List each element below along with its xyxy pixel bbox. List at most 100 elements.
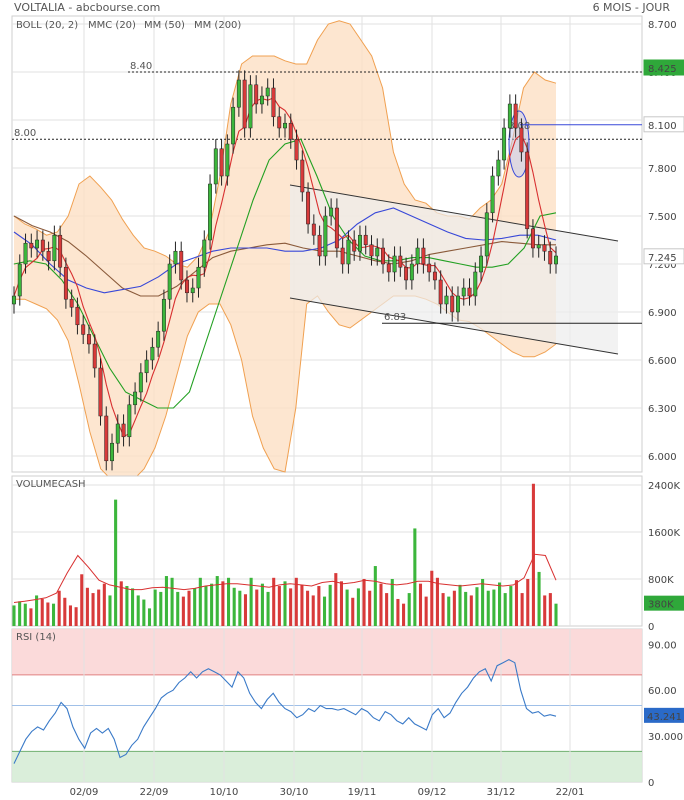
- candle: [283, 122, 287, 129]
- volume-ma-line: [13, 553, 557, 603]
- rsi-oversold-zone: [12, 751, 642, 782]
- candle: [92, 343, 97, 369]
- mmc20-line: [13, 138, 557, 409]
- volume-bar: [193, 588, 197, 626]
- candle: [473, 271, 478, 297]
- candle: [444, 295, 449, 305]
- candle: [242, 79, 247, 129]
- candle: [161, 298, 166, 332]
- x-axis: 02/09 22/09 10/10 30/10 19/11 09/12 31/12 22/01: [70, 787, 585, 798]
- volume-bar: [176, 591, 180, 626]
- volume-bar: [537, 571, 541, 626]
- volume-content: VOLUMECASH: [12, 479, 558, 626]
- candle: [484, 212, 489, 257]
- candle: [323, 215, 328, 257]
- volume-bar: [458, 584, 462, 626]
- volume-bar: [23, 603, 27, 626]
- volume-bar: [486, 590, 490, 626]
- volume-bar: [255, 589, 259, 626]
- candle: [208, 183, 213, 241]
- volume-bar: [147, 608, 152, 626]
- chart-title: VOLTALIA - abcbourse.com: [14, 1, 160, 14]
- volume-bar: [221, 581, 225, 626]
- x-tick-label: 30/10: [280, 787, 309, 798]
- volume-bar: [260, 583, 264, 626]
- legend-item: MM (200): [194, 20, 241, 31]
- y-tick-label: 8.700: [648, 20, 677, 31]
- volume-bar: [452, 590, 456, 626]
- volume-bar: [119, 581, 123, 626]
- candle: [375, 247, 380, 257]
- candle: [231, 106, 236, 145]
- candle: [363, 234, 368, 246]
- volume-y-axis: 2400K 1600K 800K 0 380K: [644, 481, 684, 633]
- y-tick-label: 6.300: [648, 404, 677, 415]
- rsi-overbought-zone: [12, 629, 642, 675]
- candle: [421, 247, 426, 265]
- candle: [340, 247, 345, 265]
- y-tick-label: 30.000: [648, 732, 683, 743]
- candle: [110, 442, 114, 462]
- candle: [98, 367, 103, 417]
- legend-item: BOLL (20, 2): [16, 20, 78, 31]
- volume-bar: [548, 593, 552, 626]
- candle: [167, 263, 172, 300]
- candle: [213, 148, 218, 185]
- candle: [17, 263, 22, 297]
- volume-bar: [51, 603, 56, 626]
- volume-bar: [243, 594, 248, 626]
- candle: [519, 127, 524, 153]
- rsi-content: RSI (14): [12, 629, 642, 782]
- volume-bar: [339, 581, 343, 626]
- volume-bar: [514, 580, 519, 626]
- candle: [386, 263, 391, 273]
- volume-bar: [345, 589, 349, 626]
- x-tick-label: 22/01: [556, 787, 585, 798]
- candle: [409, 263, 414, 281]
- candle: [265, 87, 270, 97]
- volume-panel: VOLUMECASH 2400K 1600K 800K 0 380K: [11, 475, 684, 633]
- price-tag: [643, 59, 684, 76]
- candle: [254, 84, 259, 105]
- candle: [311, 223, 316, 236]
- volume-bar: [481, 578, 485, 626]
- channel-bottom-line: [289, 297, 619, 355]
- short-ma-line: [13, 97, 557, 437]
- volume-bar: [402, 603, 406, 626]
- candle: [156, 330, 161, 348]
- volume-bar: [492, 589, 496, 626]
- volume-bar: [289, 588, 293, 626]
- y-tick-label: 2400K: [648, 481, 680, 492]
- y-tick-label: 1600K: [648, 528, 680, 539]
- volume-bar: [396, 598, 400, 626]
- volume-bar: [379, 583, 383, 626]
- volume-bar: [159, 591, 163, 626]
- volume-bar: [294, 577, 298, 626]
- volume-bar: [74, 607, 78, 626]
- legend-item: MMC (20): [88, 20, 136, 31]
- rsi-tag-label: 43.241: [647, 712, 682, 723]
- candle: [133, 391, 138, 406]
- candle: [456, 295, 460, 313]
- candle: [23, 242, 28, 265]
- volume-bar: [322, 596, 327, 626]
- candle: [479, 255, 484, 273]
- candle: [467, 287, 472, 297]
- y-tick-label: 800K: [648, 575, 674, 586]
- volume-bar: [108, 595, 112, 626]
- candle: [352, 239, 357, 252]
- candle: [259, 95, 264, 105]
- candle: [461, 287, 466, 297]
- candle: [381, 247, 385, 265]
- candle: [121, 423, 126, 438]
- y-tick-label: 6.600: [648, 356, 677, 367]
- volume-bar: [80, 574, 84, 626]
- candle: [392, 255, 397, 273]
- volume-bar: [430, 570, 434, 626]
- candle: [542, 244, 547, 252]
- level-label: 8.00: [14, 128, 36, 139]
- candle: [69, 298, 74, 308]
- y-tick-label: 0: [648, 778, 654, 789]
- price-tag-label: 7.245: [648, 253, 677, 264]
- candle: [75, 306, 80, 326]
